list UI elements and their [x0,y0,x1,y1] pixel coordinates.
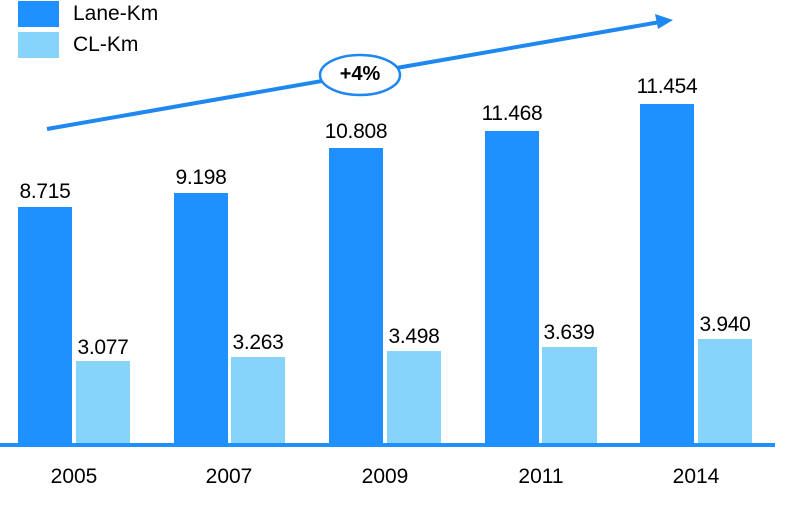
legend-item-cl-km: CL-Km [18,32,138,58]
legend-item-lane-km: Lane-Km [18,1,158,27]
bar-cl-km-2009 [387,351,441,445]
bar-label-lane-km-2011: 11.468 [481,102,543,125]
growth-badge-ellipse [318,53,402,97]
bar-lane-km-2009 [329,148,383,445]
x-axis-line [0,443,775,447]
growth-badge-label: +4% [339,63,381,85]
bar-label-cl-km-2007: 3.263 [232,331,284,354]
bar-label-lane-km-2007: 9.198 [175,166,227,189]
bar-lane-km-2011 [485,131,539,445]
bar-label-cl-km-2009: 3.498 [388,325,440,348]
bar-cl-km-2014 [698,339,752,445]
bar-lane-km-2007 [174,193,228,445]
legend-label-lane-km: Lane-Km [73,2,159,25]
x-tick-2011: 2011 [518,465,564,488]
x-tick-2014: 2014 [672,465,720,488]
legend-swatch-cl-km [18,32,59,58]
x-tick-2007: 2007 [205,465,253,488]
bar-cl-km-2011 [542,347,597,445]
legend-label-cl-km: CL-Km [73,33,139,56]
x-tick-2005: 2005 [50,465,98,488]
bar-label-cl-km-2014: 3.940 [699,313,751,336]
bar-cl-km-2005 [76,361,130,445]
bar-label-lane-km-2005: 8.715 [19,180,71,203]
x-tick-2009: 2009 [361,465,409,488]
bar-label-cl-km-2011: 3.639 [543,321,595,344]
legend-swatch-lane-km [18,1,59,27]
bar-label-lane-km-2014: 11.454 [636,75,698,98]
bar-lane-km-2014 [640,104,694,445]
bar-label-cl-km-2005: 3.077 [77,336,129,359]
bar-cl-km-2007 [231,357,285,445]
bar-lane-km-2005 [18,207,72,445]
bar-label-lane-km-2009: 10.808 [324,120,388,143]
